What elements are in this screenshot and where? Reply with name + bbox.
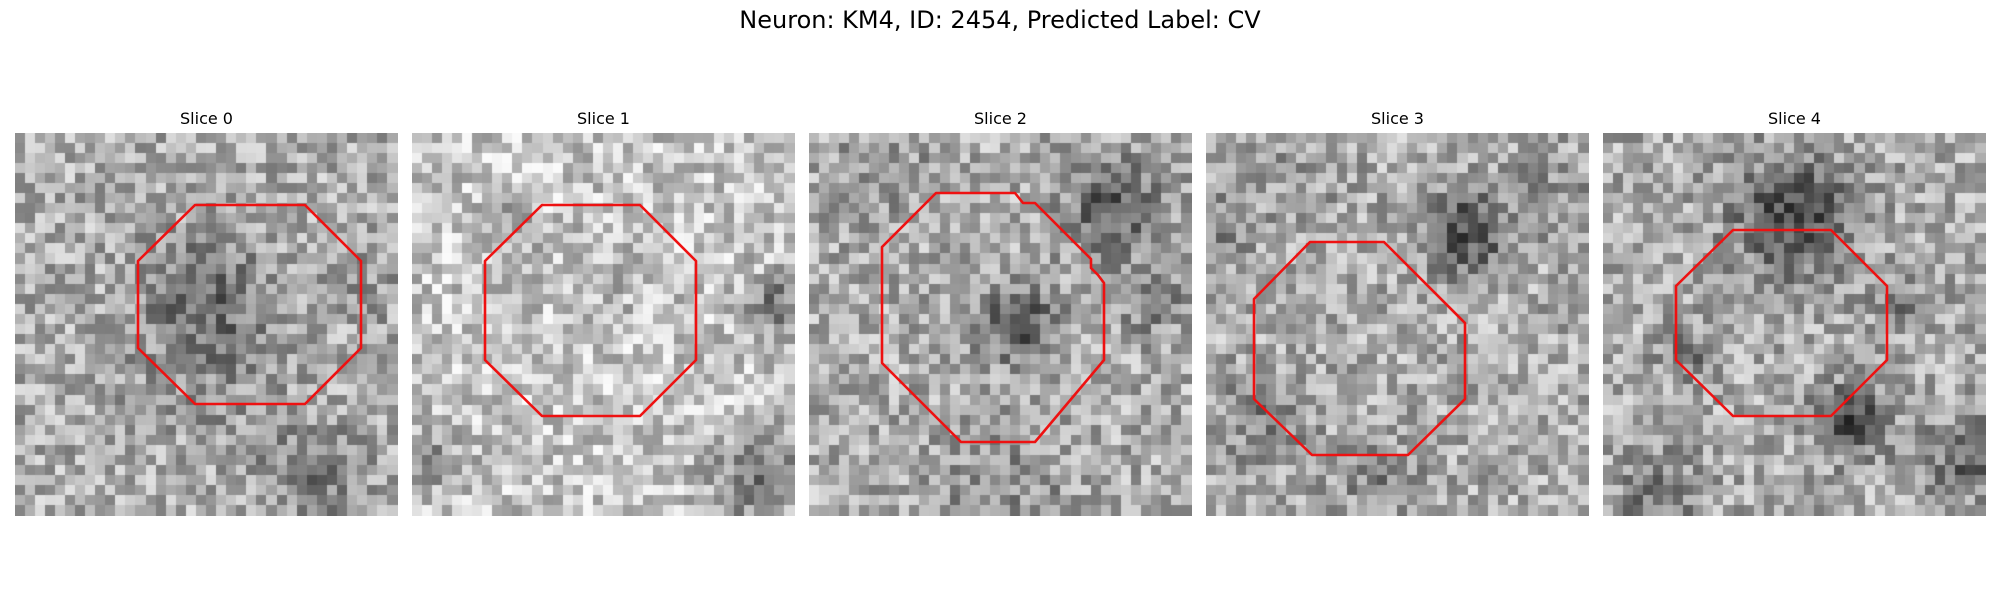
slice-panel-1: Slice 1 (412, 108, 795, 516)
roi-contour-3 (1252, 240, 1467, 457)
slice-title: Slice 2 (974, 109, 1027, 128)
roi-contour-1 (483, 203, 698, 418)
slice-panel-3: Slice 3 (1206, 108, 1589, 516)
slice-title: Slice 0 (180, 109, 233, 128)
slice-panel-2: Slice 2 (809, 108, 1192, 516)
slice-title: Slice 4 (1768, 109, 1821, 128)
roi-contour-4 (1674, 228, 1889, 418)
roi-contour-2 (880, 191, 1106, 444)
slice-image-3 (1206, 133, 1589, 516)
slice-panel-4: Slice 4 (1603, 108, 1986, 516)
slice-image-1 (412, 133, 795, 516)
contour-overlay-4 (1674, 228, 1889, 418)
slice-image-4 (1603, 133, 1986, 516)
slice-image-2 (809, 133, 1192, 516)
contour-overlay-2 (880, 191, 1106, 444)
contour-overlay-1 (483, 203, 698, 418)
roi-contour-0 (136, 203, 363, 406)
slice-image-0 (15, 133, 398, 516)
figure-title: Neuron: KM4, ID: 2454, Predicted Label: … (739, 6, 1261, 34)
contour-overlay-3 (1252, 240, 1467, 457)
slice-title: Slice 1 (577, 109, 630, 128)
slice-title: Slice 3 (1371, 109, 1424, 128)
contour-overlay-0 (136, 203, 363, 406)
slice-panel-0: Slice 0 (15, 108, 398, 516)
